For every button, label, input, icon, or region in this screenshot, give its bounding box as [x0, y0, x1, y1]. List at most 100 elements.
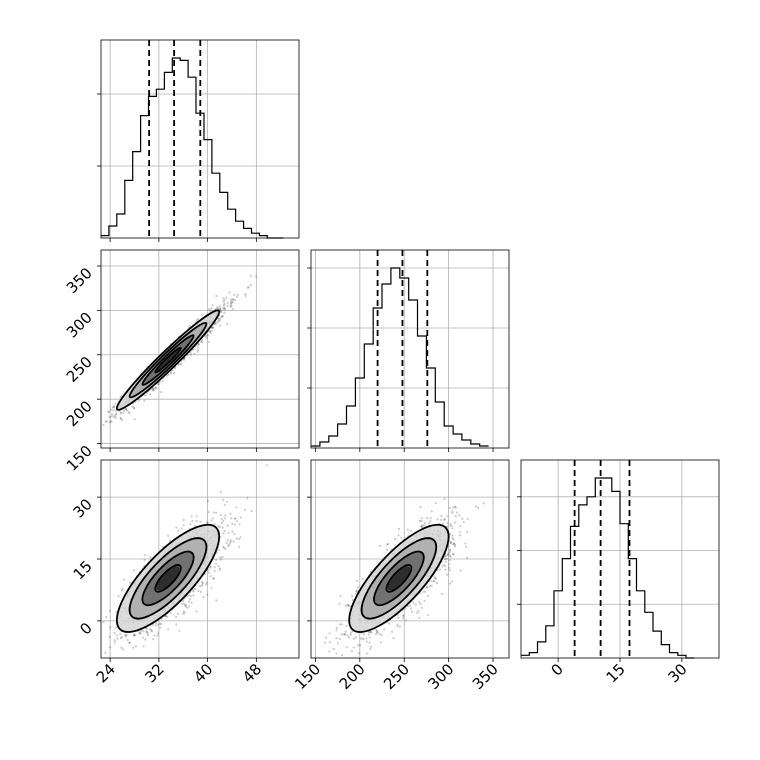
- scatter-point: [369, 645, 373, 648]
- scatter-point: [97, 438, 99, 440]
- scatter-point: [150, 629, 153, 633]
- xtick-label-param2: 350: [469, 660, 502, 693]
- scatter-point: [361, 577, 364, 581]
- scatter-point: [125, 408, 128, 411]
- scatter-point: [199, 585, 202, 588]
- scatter-point: [223, 546, 226, 549]
- scatter-point: [164, 615, 167, 618]
- scatter-point: [410, 610, 414, 613]
- scatter-point: [369, 647, 372, 651]
- scatter-frame: [310, 459, 510, 659]
- scatter-point: [230, 299, 233, 303]
- scatter-point: [352, 637, 355, 640]
- scatter-point: [125, 409, 129, 412]
- scatter-point: [421, 524, 424, 527]
- scatter-point: [207, 568, 210, 571]
- scatter-point: [217, 317, 220, 321]
- scatter-point: [220, 518, 223, 521]
- scatter-point: [195, 319, 199, 322]
- scatter-point: [390, 630, 394, 633]
- scatter-point: [328, 641, 331, 644]
- scatter-point: [226, 524, 229, 527]
- scatter-point: [412, 601, 415, 604]
- scatter-point: [124, 635, 127, 638]
- scatter-point: [345, 624, 348, 628]
- scatter-point: [449, 523, 452, 526]
- scatter-point: [189, 595, 193, 598]
- scatter-point: [233, 293, 236, 296]
- scatter-point: [229, 305, 232, 308]
- scatter-point: [222, 304, 225, 307]
- scatter-point: [127, 410, 130, 413]
- scatter-point: [105, 420, 108, 423]
- scatter-point: [243, 508, 247, 511]
- scatter-point: [477, 506, 480, 509]
- scatter-point: [219, 556, 222, 559]
- scatter-point: [447, 566, 451, 570]
- scatter-point: [210, 519, 213, 522]
- hist-panel-1: [97, 39, 300, 242]
- scatter-point: [151, 387, 154, 391]
- scatter-point: [361, 637, 364, 640]
- scatter-point: [448, 506, 451, 509]
- scatter-point: [347, 636, 350, 639]
- scatter-point: [236, 293, 240, 296]
- scatter-point: [393, 538, 397, 541]
- scatter-point: [182, 612, 185, 615]
- scatter-point: [192, 590, 195, 593]
- scatter-point: [244, 294, 247, 298]
- scatter-point: [160, 391, 163, 394]
- scatter-point: [342, 633, 345, 636]
- scatter-point: [201, 584, 204, 588]
- scatter-point: [450, 524, 453, 528]
- scatter-point: [115, 412, 118, 415]
- scatter-point: [205, 336, 208, 339]
- scatter-point: [229, 303, 232, 306]
- scatter-point: [443, 555, 446, 559]
- scatter-point: [128, 641, 131, 644]
- scatter-point: [122, 412, 125, 415]
- scatter-point: [459, 524, 462, 528]
- scatter-point: [366, 652, 369, 655]
- scatter-point: [344, 630, 347, 633]
- scatter-point: [196, 318, 200, 321]
- scatter-point: [430, 584, 433, 587]
- scatter-point: [206, 521, 209, 524]
- scatter-point: [188, 324, 191, 328]
- scatter-point: [119, 396, 122, 399]
- density-fill-4: [156, 348, 180, 372]
- scatter-point: [200, 313, 203, 316]
- scatter-point: [420, 519, 423, 523]
- scatter-point: [452, 538, 455, 541]
- scatter-point: [426, 614, 429, 617]
- scatter-point: [215, 599, 218, 602]
- scatter-point: [451, 527, 454, 530]
- scatter-point: [114, 416, 117, 419]
- scatter-point: [340, 654, 344, 657]
- scatter-point: [446, 553, 449, 556]
- scatter-point: [423, 522, 427, 525]
- scatter-point: [122, 648, 125, 651]
- scatter-point: [96, 643, 98, 645]
- scatter-point: [114, 626, 117, 629]
- scatter-point: [157, 632, 160, 635]
- scatter-point: [224, 547, 227, 551]
- scatter-point: [109, 408, 113, 411]
- scatter-point: [155, 387, 158, 390]
- scatter-point: [482, 502, 485, 505]
- scatter-point: [448, 569, 451, 572]
- scatter-point: [209, 575, 212, 578]
- scatter-point: [145, 627, 148, 631]
- ytick-label-param2: 150: [63, 442, 96, 475]
- scatter-point: [218, 317, 221, 320]
- scatter-point: [324, 636, 328, 639]
- scatter-point: [417, 610, 420, 613]
- scatter-point: [250, 510, 253, 513]
- scatter-point: [459, 534, 462, 537]
- scatter-point: [222, 300, 225, 303]
- scatter-point: [206, 521, 209, 524]
- scatter-point: [194, 588, 197, 591]
- scatter-point: [145, 630, 148, 633]
- scatter-point: [360, 637, 363, 640]
